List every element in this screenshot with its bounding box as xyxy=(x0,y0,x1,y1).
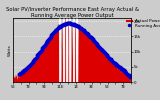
Legend: Actual Power  --, Running Average: Actual Power --, Running Average xyxy=(126,19,160,28)
Y-axis label: Watts: Watts xyxy=(7,44,11,56)
Title: Solar PV/Inverter Performance East Array Actual & Running Average Power Output: Solar PV/Inverter Performance East Array… xyxy=(5,7,139,18)
